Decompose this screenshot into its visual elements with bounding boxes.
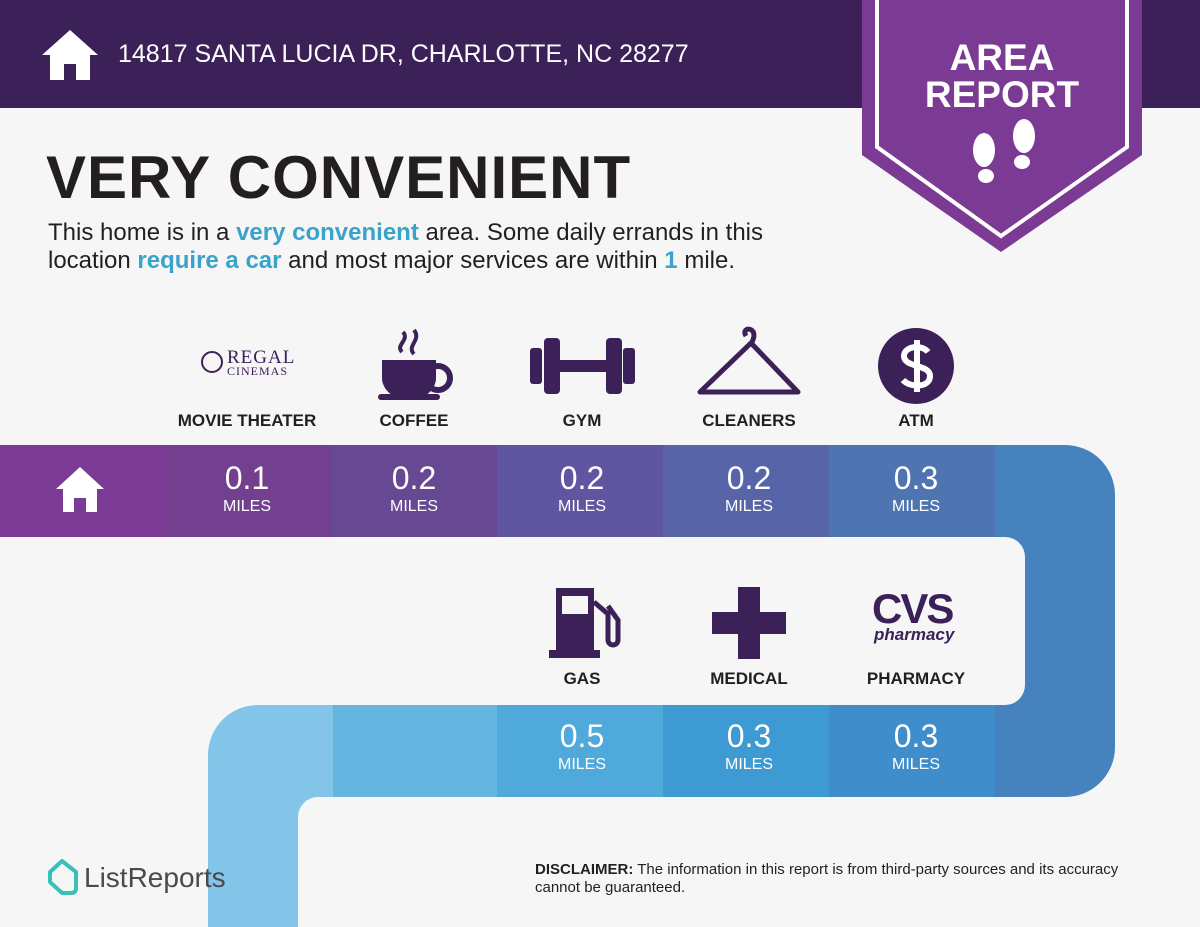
- text: This home is in a: [48, 219, 237, 246]
- distance-unit: MILES: [389, 498, 439, 515]
- logo-text: pharmacy: [874, 625, 955, 644]
- distance: 0.2: [726, 460, 772, 496]
- distance-unit: MILES: [891, 498, 941, 515]
- badge-border: [875, 0, 1129, 239]
- logo-text: REGAL: [227, 347, 296, 368]
- footprints: [973, 119, 1035, 183]
- text: and most major services are within: [281, 247, 665, 274]
- highlight: 1: [664, 247, 678, 274]
- amenity-label: MOVIE THEATER: [177, 411, 317, 430]
- distance: 0.1: [224, 460, 270, 496]
- brand: ListReports: [84, 862, 226, 893]
- distance-unit: MILES: [557, 756, 607, 773]
- logo-text: CVS: [872, 585, 954, 632]
- amenity-label: GYM: [562, 411, 602, 430]
- badge-line: REPORT: [924, 74, 1080, 115]
- route-cells: [0, 445, 995, 797]
- title: VERY CONVENIENT: [46, 144, 632, 211]
- route-tail: [208, 705, 333, 927]
- distance-unit: MILES: [557, 498, 607, 515]
- address: 14817 SANTA LUCIA DR, CHARLOTTE, NC 2827…: [118, 40, 689, 68]
- distance-unit: MILES: [222, 498, 272, 515]
- distance: 0.2: [391, 460, 437, 496]
- highlight: require a car: [137, 247, 282, 274]
- disclaimer: DISCLAIMER: The information in this repo…: [535, 861, 1155, 897]
- brand-icon: [48, 859, 78, 895]
- route-connector: [995, 445, 1115, 797]
- logo-text: CINEMAS: [227, 364, 289, 378]
- amenity-label: ATM: [898, 411, 934, 430]
- highlight: very convenient: [236, 219, 419, 246]
- amenity-label: COFFEE: [379, 411, 449, 430]
- distance: 0.3: [893, 460, 939, 496]
- amenity-label: CLEANERS: [702, 411, 796, 430]
- distance: 0.5: [559, 718, 605, 754]
- amenity-label: PHARMACY: [866, 669, 966, 688]
- amenity-label: MEDICAL: [710, 669, 788, 688]
- badge: [862, 0, 1142, 252]
- route-gap: [0, 537, 1025, 705]
- disclaimer-label: DISCLAIMER:: [535, 861, 634, 878]
- distance-unit: MILES: [724, 756, 774, 773]
- disclaimer-text: The information in this report is from t…: [535, 861, 1119, 896]
- text: mile.: [677, 247, 735, 274]
- distance-unit: MILES: [724, 498, 774, 515]
- distance: 0.3: [726, 718, 772, 754]
- home-icon: [56, 467, 104, 512]
- icons: [201, 326, 954, 659]
- text: area. Some daily errands in this locatio…: [48, 219, 763, 274]
- distance: 0.3: [893, 718, 939, 754]
- distance: 0.2: [559, 460, 605, 496]
- amenity-label: GAS: [563, 669, 601, 688]
- house-icon: [42, 30, 98, 80]
- badge-line: AREA: [949, 37, 1055, 78]
- description: This home is in a very convenient area. …: [48, 219, 848, 275]
- distance-unit: MILES: [891, 756, 941, 773]
